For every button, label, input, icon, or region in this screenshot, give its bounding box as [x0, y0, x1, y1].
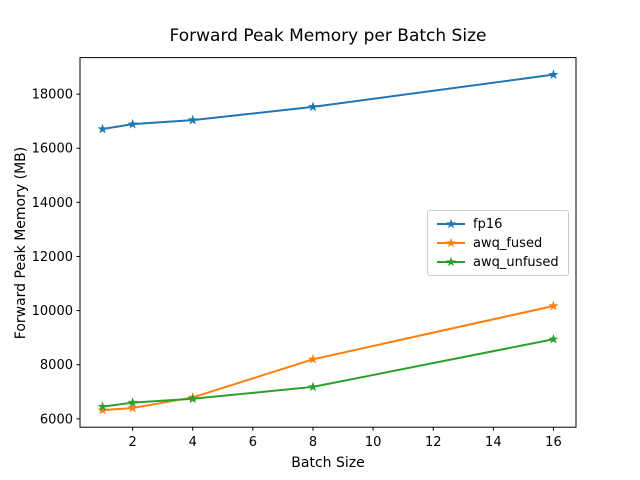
data-point-star-awq_fused	[548, 300, 559, 311]
y-tick-label: 12000	[32, 250, 73, 265]
legend-label-awq-unfused: awq_unfused	[473, 254, 559, 270]
data-point-star-awq_fused	[307, 353, 319, 364]
data-point-star-fp16	[548, 69, 559, 80]
data-point-star-awq_unfused	[307, 381, 319, 392]
x-tick-label: 12	[425, 435, 442, 450]
series-line-awq_unfused	[101, 338, 555, 408]
legend-sample-star-icon	[446, 218, 456, 229]
x-tick-label: 4	[189, 435, 197, 450]
legend-label-fp16: fp16	[473, 216, 503, 232]
data-point-star-awq_unfused	[187, 393, 198, 404]
y-tick-label: 18000	[32, 88, 73, 103]
series-line-awq_fused	[101, 304, 555, 412]
legend-sample-star-icon	[446, 237, 456, 248]
y-axis-label: Forward Peak Memory (MB)	[13, 146, 29, 340]
y-tick-label: 8000	[40, 358, 73, 373]
data-point-star-fp16	[307, 101, 319, 112]
x-tick-label: 10	[365, 435, 382, 450]
data-point-star-awq_unfused	[548, 333, 559, 344]
y-tick-label: 10000	[32, 304, 73, 319]
legend-line-star-icon	[437, 256, 465, 267]
x-tick-label: 6	[249, 435, 257, 450]
legend-line-star-icon	[437, 218, 465, 229]
legend: fp16 awq_fused awq_unfused	[427, 210, 569, 276]
x-tick-label: 2	[128, 435, 136, 450]
chart-title: Forward Peak Memory per Batch Size	[169, 26, 487, 46]
x-tick-label: 16	[545, 435, 562, 450]
y-tick-label: 6000	[40, 412, 73, 427]
series-line-fp16	[101, 73, 555, 131]
data-point-star-fp16	[97, 123, 108, 134]
legend-line-star-icon	[437, 237, 465, 248]
legend-label-awq-fused: awq_fused	[473, 235, 543, 251]
x-tick-label: 8	[309, 435, 317, 450]
data-point-star-fp16	[187, 114, 198, 125]
legend-row-fp16: fp16	[436, 216, 560, 232]
x-axis-label: Batch Size	[291, 455, 365, 471]
y-tick-label: 16000	[32, 142, 73, 157]
data-point-star-awq_unfused	[97, 401, 108, 412]
x-tick-label: 14	[485, 435, 502, 450]
data-point-star-awq_unfused	[127, 397, 138, 407]
data-point-star-fp16	[127, 118, 138, 129]
legend-row-awq-fused: awq_fused	[436, 235, 560, 251]
legend-row-awq-unfused: awq_unfused	[436, 254, 560, 270]
legend-sample-star-icon	[446, 256, 456, 267]
data-point-star-awq_fused	[127, 402, 138, 413]
data-point-star-awq_fused	[97, 404, 108, 415]
y-tick-label: 14000	[32, 196, 73, 211]
axes-spines	[79, 57, 577, 428]
